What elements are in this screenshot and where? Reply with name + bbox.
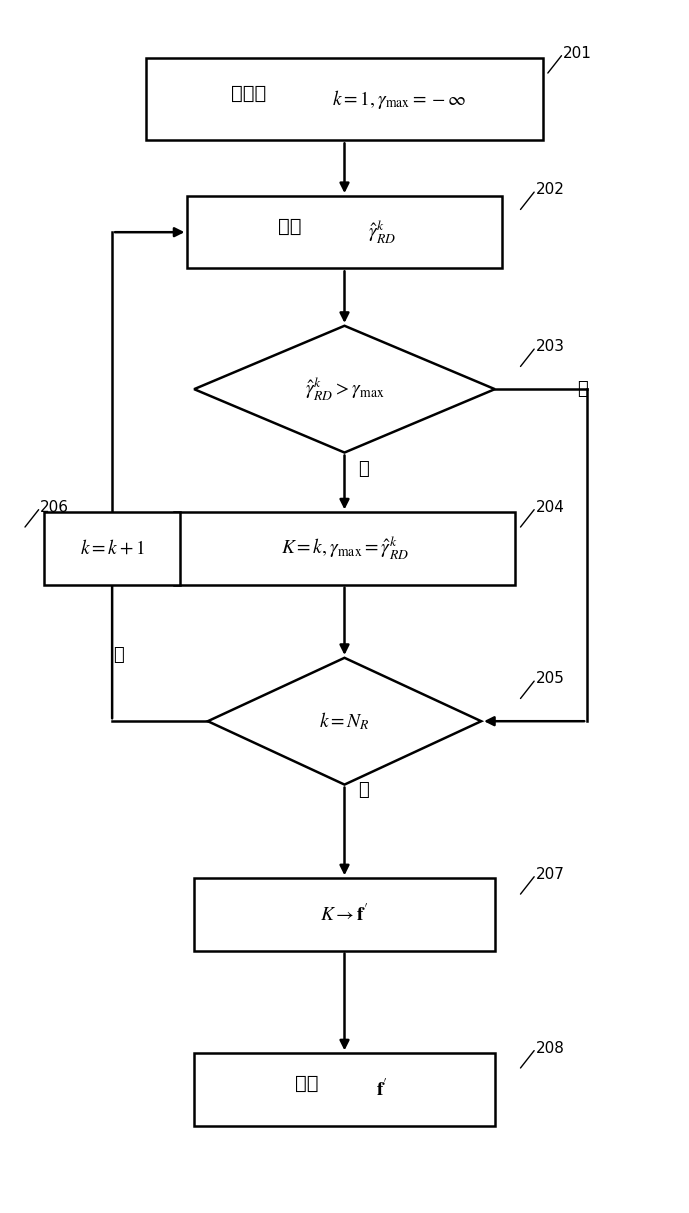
Text: $K=k,\gamma_{\mathrm{max}}=\hat{\gamma}_{RD}^{k}$: $K=k,\gamma_{\mathrm{max}}=\hat{\gamma}_… [280, 535, 409, 562]
Text: 204: 204 [536, 500, 565, 516]
Text: 是: 是 [358, 781, 369, 799]
Text: 205: 205 [536, 672, 565, 687]
FancyBboxPatch shape [187, 197, 502, 268]
FancyBboxPatch shape [146, 58, 543, 141]
FancyBboxPatch shape [194, 1053, 495, 1126]
FancyBboxPatch shape [194, 878, 495, 951]
Text: $\hat{\gamma}_{RD}^{k}>\gamma_{\mathrm{max}}$: $\hat{\gamma}_{RD}^{k}>\gamma_{\mathrm{m… [305, 376, 384, 403]
Text: $k=k+1$: $k=k+1$ [80, 539, 145, 558]
Polygon shape [208, 657, 481, 785]
Text: $k=1,\gamma_{\mathrm{max}}=-\infty$: $k=1,\gamma_{\mathrm{max}}=-\infty$ [332, 87, 466, 110]
Text: $k=N_{R}$: $k=N_{R}$ [319, 711, 370, 733]
Text: 否: 否 [114, 645, 124, 664]
Text: 202: 202 [536, 182, 565, 198]
Text: $\mathbf{f}'$: $\mathbf{f}'$ [376, 1078, 388, 1100]
Text: 估计: 估计 [278, 217, 302, 235]
Text: 207: 207 [536, 867, 565, 882]
Text: 208: 208 [536, 1041, 565, 1057]
Text: 201: 201 [563, 46, 592, 61]
Text: 203: 203 [536, 340, 565, 354]
Text: 初始化: 初始化 [232, 84, 267, 103]
Text: 是: 是 [358, 460, 369, 478]
Text: $\hat{\gamma}_{RD}^{k}$: $\hat{\gamma}_{RD}^{k}$ [368, 218, 396, 246]
FancyBboxPatch shape [44, 512, 181, 585]
Text: 206: 206 [41, 500, 70, 516]
Text: 反馈: 反馈 [295, 1074, 318, 1093]
Text: $K\rightarrow\mathbf{f}'$: $K\rightarrow\mathbf{f}'$ [320, 904, 369, 926]
FancyBboxPatch shape [174, 512, 515, 585]
Text: 否: 否 [577, 380, 588, 398]
Polygon shape [194, 326, 495, 452]
